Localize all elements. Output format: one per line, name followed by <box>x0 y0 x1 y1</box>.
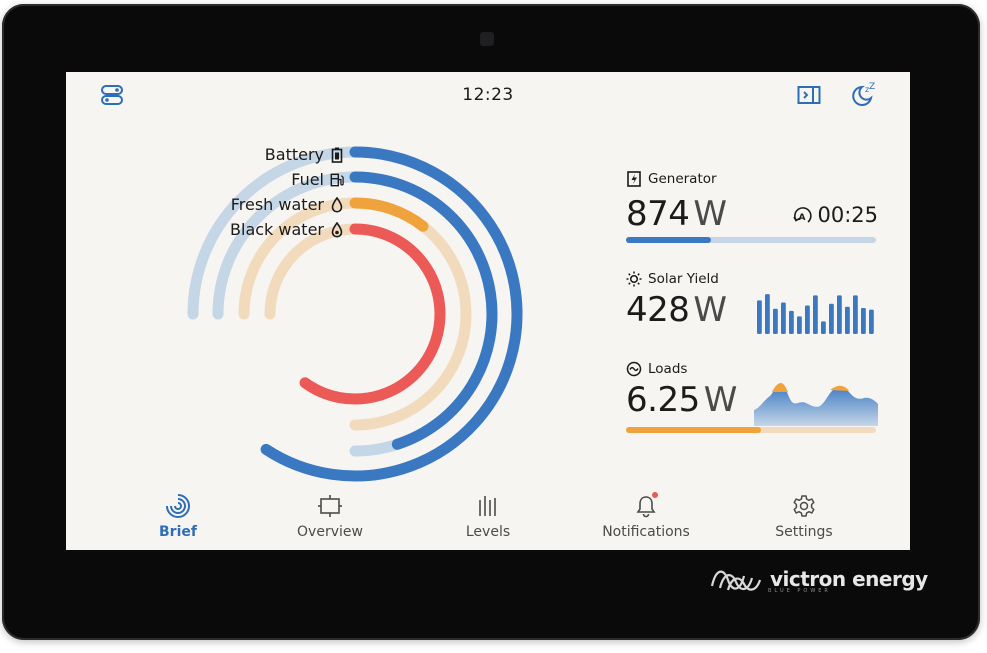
generator-bar-fill <box>626 237 711 243</box>
nav-overview[interactable]: Overview <box>270 486 390 550</box>
clock: 12:23 <box>462 85 514 105</box>
solar-history-bar <box>773 308 778 334</box>
solar-history-bar <box>845 306 850 334</box>
screen: 12:23 z Z Battery Fuel Fresh water <box>66 72 910 550</box>
loads-bar-fill <box>626 427 761 433</box>
brand-logo: victron energy BLUE POWER <box>710 564 928 594</box>
svg-text:Z: Z <box>869 82 875 92</box>
solar-history-bar <box>797 316 802 334</box>
bell-icon <box>632 492 660 520</box>
loads-title: Loads <box>626 360 878 378</box>
brief-icon <box>164 492 192 520</box>
tank-label-fuel: Fuel <box>291 170 344 190</box>
solar-history-bar <box>781 302 786 334</box>
victron-logo-icon <box>710 570 762 591</box>
solar-history-bar <box>789 310 794 334</box>
generator-title: Generator <box>626 170 878 188</box>
solar-history-chart <box>757 294 874 334</box>
loads-widget[interactable]: Loads 6.25 W <box>626 360 878 440</box>
solar-history-bar <box>765 294 770 334</box>
tank-label-fresh-water: Fresh water <box>231 195 344 215</box>
ac-loads-icon <box>626 361 642 377</box>
tank-ring-fill <box>349 171 498 450</box>
tank-label-black-water: Black water <box>230 220 344 240</box>
controls-toggle-icon[interactable] <box>99 82 125 108</box>
fuel-pump-icon <box>330 172 344 188</box>
tank-ring-track <box>238 197 472 431</box>
battery-icon <box>330 147 344 163</box>
generator-power: 874 W <box>626 194 727 234</box>
sleep-mode-icon[interactable]: z Z <box>850 82 876 108</box>
sun-icon <box>626 271 642 287</box>
notification-badge <box>652 492 658 498</box>
levels-icon <box>474 492 502 520</box>
nav-brief[interactable]: Brief <box>118 486 238 550</box>
overview-icon <box>316 492 344 520</box>
solar-history-bar <box>813 295 818 334</box>
tank-ring-fill <box>299 223 446 405</box>
solar-history-bar <box>837 295 842 334</box>
solar-history-bar <box>821 321 826 334</box>
solar-history-bar <box>861 307 866 334</box>
loads-history-chart <box>754 383 878 426</box>
solar-history-bar <box>869 309 874 334</box>
generator-runtime: A 00:25 <box>792 203 878 227</box>
sidepanel-icon[interactable] <box>796 82 822 108</box>
black-water-drop-icon <box>330 222 344 238</box>
loads-power: 6.25 W <box>626 380 737 420</box>
generator-icon <box>626 171 642 187</box>
solar-history-bar <box>805 305 810 334</box>
solar-history-bar <box>829 303 834 334</box>
nav-levels[interactable]: Levels <box>428 486 548 550</box>
loads-bar <box>626 427 876 433</box>
solar-history-bar <box>853 295 858 334</box>
generator-bar <box>626 237 876 243</box>
solar-power: 428 W <box>626 290 727 330</box>
nav-notifications[interactable]: Notifications <box>586 486 706 550</box>
tank-rings <box>187 146 523 482</box>
tank-ring-fill <box>260 146 523 482</box>
gear-icon <box>790 492 818 520</box>
bottom-nav: Brief Overview <box>66 486 910 550</box>
svg-text:A: A <box>799 213 806 223</box>
auto-start-icon: A <box>792 205 814 225</box>
solar-title: Solar Yield <box>626 270 878 288</box>
svg-text:z: z <box>865 85 869 94</box>
camera <box>480 32 494 46</box>
water-drop-icon <box>330 197 344 213</box>
tank-ring-fill <box>349 197 429 232</box>
solar-widget[interactable]: Solar Yield 428 W <box>626 270 878 340</box>
nav-settings[interactable]: Settings <box>744 486 864 550</box>
tank-label-battery: Battery <box>265 145 344 165</box>
solar-history-bar <box>757 300 762 334</box>
generator-widget[interactable]: Generator 874 W A 00:25 <box>626 170 878 250</box>
